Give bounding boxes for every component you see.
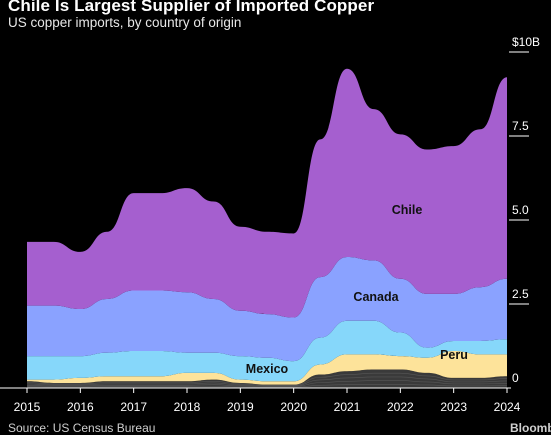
area-mexico (27, 320, 507, 382)
y-tick-label: 7.5 (512, 119, 529, 133)
x-tick-label: 2015 (14, 400, 41, 414)
y-tick-label: 5.0 (512, 203, 529, 217)
x-tick-label: 2022 (387, 400, 414, 414)
other-band-line (26, 372, 508, 386)
area-chile (27, 68, 507, 318)
area-peru (27, 351, 507, 385)
series-label-chile: Chile (392, 203, 423, 217)
other-band-line (26, 376, 508, 387)
area-canada (27, 256, 507, 362)
series-label-canada: Canada (353, 290, 399, 304)
x-tick-label: 2023 (440, 400, 467, 414)
source-note: Source: US Census Bureau (8, 421, 156, 435)
chart-title: Chile Is Largest Supplier of Imported Co… (8, 0, 375, 15)
x-tick-label: 2017 (120, 400, 147, 414)
area-other-countries (27, 369, 507, 388)
stacked-area-chart: 2015 2016 2017 2018 2019 2020 2021 2022 2023 2024… (0, 35, 540, 414)
x-tick-label: 2021 (334, 400, 361, 414)
other-band-line (26, 380, 508, 387)
chart-subtitle: US copper imports, by country of origin (8, 15, 242, 30)
brand-logo: Bloomberg (510, 421, 551, 435)
x-tick-label: 2019 (227, 400, 254, 414)
x-tick-label: 2016 (67, 400, 94, 414)
x-tick-label: 2018 (174, 400, 201, 414)
y-tick-label: 2.5 (512, 287, 529, 301)
x-tick-label: 2024 (494, 400, 521, 414)
other-band-line (26, 383, 508, 388)
series-label-peru: Peru (440, 348, 468, 362)
y-tick-label: $10B (512, 35, 540, 49)
y-tick-label: 0 (512, 371, 519, 385)
series-label-mexico: Mexico (246, 362, 289, 376)
x-tick-label: 2020 (280, 400, 307, 414)
